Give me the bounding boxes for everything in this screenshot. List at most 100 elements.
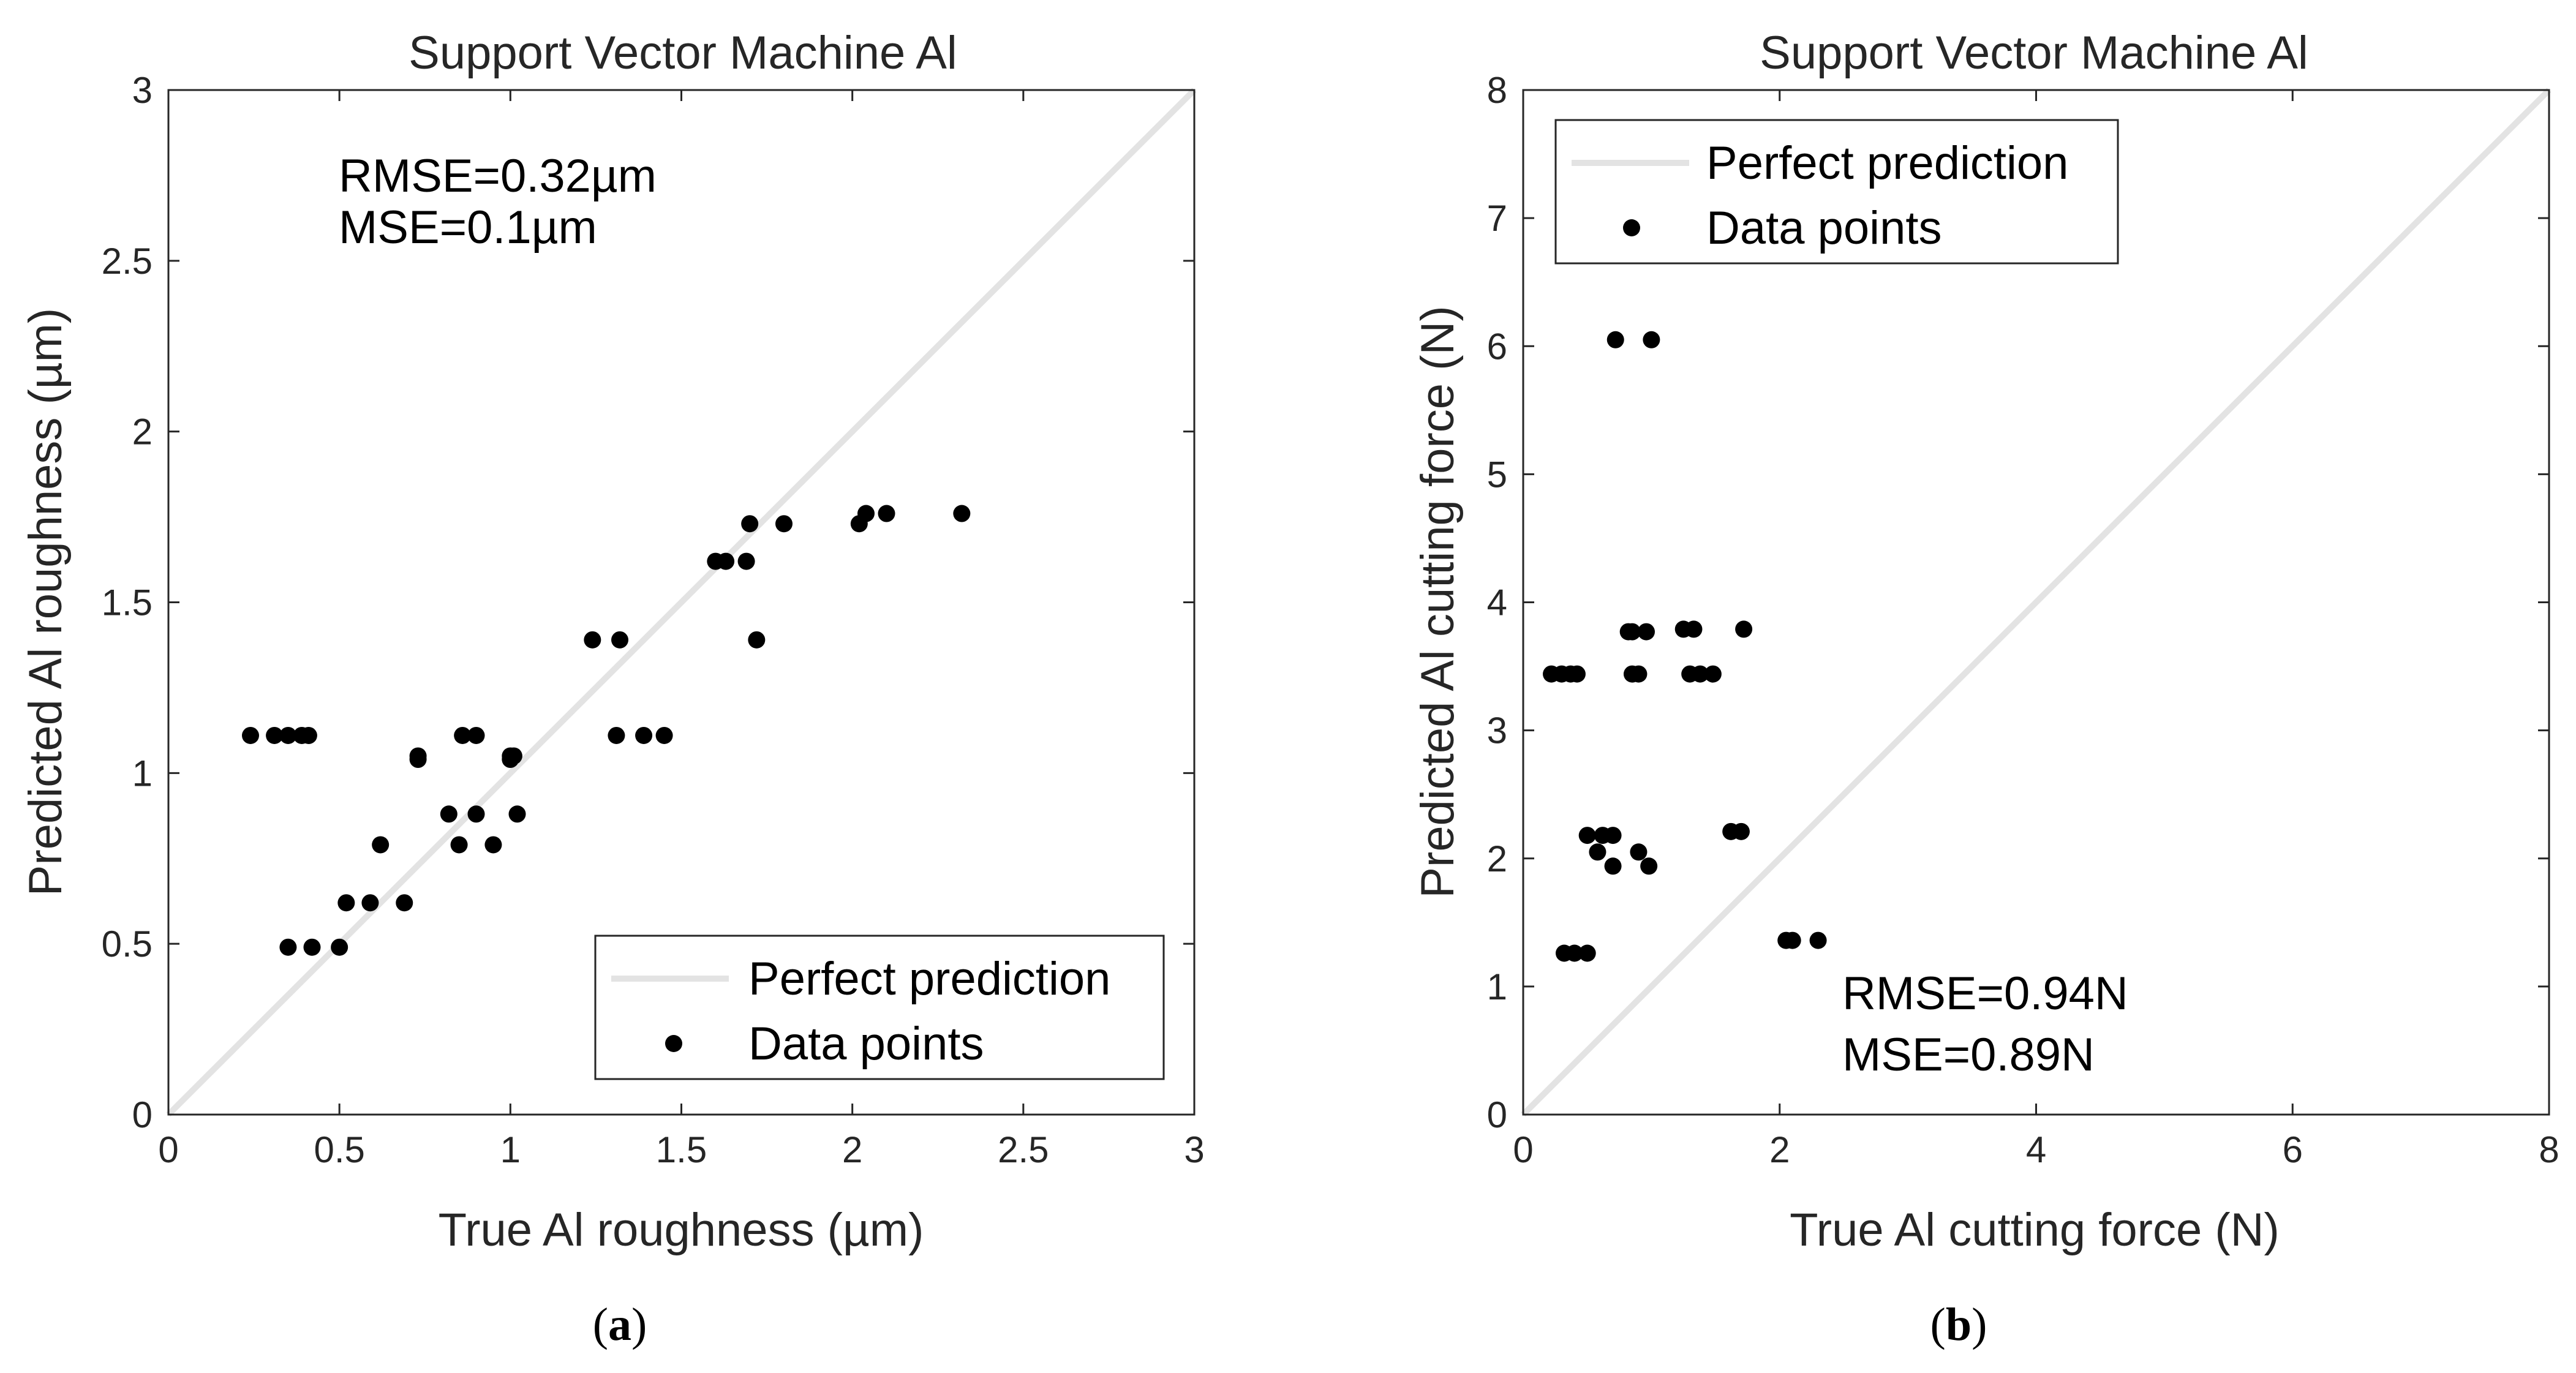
panel-a-data-point <box>440 805 458 823</box>
panel-b-legend: Perfect prediction Data points <box>1554 119 2119 265</box>
panel-a-x-tick-label: 2.5 <box>998 1129 1049 1170</box>
panel-a-data-point <box>467 726 485 744</box>
panel-b-legend-marker-swatch <box>1623 219 1640 236</box>
panel-a-y-tick-label: 0 <box>132 1094 153 1135</box>
panel-b-data-point <box>1578 944 1596 962</box>
panel-a-legend: Perfect prediction Data points <box>594 935 1165 1080</box>
panel-b-data-point <box>1809 931 1827 949</box>
panel-b-x-tick-label: 8 <box>2539 1129 2559 1170</box>
panel-a-x-tick-label: 1 <box>500 1129 521 1170</box>
panel-b-data-point <box>1630 665 1648 683</box>
panel-b-plot-area <box>1521 88 2552 1117</box>
panel-a-data-point <box>748 631 766 649</box>
panel-a-caption-letter: a <box>608 1299 631 1350</box>
panel-a-legend-points-label: Data points <box>748 1018 984 1070</box>
panel-b-y-tick-label: 7 <box>1487 198 1507 239</box>
panel-b-x-tick-label: 2 <box>1769 1129 1790 1170</box>
panel-b-data-point <box>1685 620 1703 638</box>
panel-b-rmse-annotation: RMSE=0.94N <box>1842 968 2128 1020</box>
panel-b-x-tick-label: 6 <box>2283 1129 2303 1170</box>
panel-b-y-tick-label: 4 <box>1487 582 1507 623</box>
panel-a-data-point <box>337 894 355 912</box>
panel-a-data-point <box>396 894 413 912</box>
panel-b-data-point <box>1606 331 1624 348</box>
panel-a-data-point <box>741 515 759 533</box>
panel-a-data-point <box>508 805 526 823</box>
panel-a-rmse-annotation: RMSE=0.32µm <box>339 150 657 202</box>
panel-b-data-point <box>1640 857 1658 875</box>
panel-b-data-point <box>1604 827 1622 844</box>
panel-b-data-point <box>1589 843 1606 861</box>
panel-a-data-point <box>409 747 427 765</box>
panel-b-y-tick-label: 3 <box>1487 710 1507 751</box>
panel-a-plot-area <box>166 88 1197 1117</box>
panel-a-legend-perfect-label: Perfect prediction <box>748 953 1110 1005</box>
panel-a-data-point <box>331 938 348 956</box>
panel-a-data-point <box>450 836 468 854</box>
panel-b-legend-box <box>1554 119 2119 265</box>
panel-a-y-axis-label: Predicted Al roughness (µm) <box>20 308 72 896</box>
panel-a-y-tick-label: 2 <box>132 412 153 453</box>
panel-b-data-point <box>1643 331 1660 348</box>
panel-b-mse-annotation: MSE=0.89N <box>1842 1029 2095 1081</box>
panel-a-caption: (a) <box>593 1299 647 1350</box>
panel-a-mse-annotation: MSE=0.1µm <box>339 201 597 254</box>
panel-a-axes-frame <box>167 89 1196 1116</box>
panel-b-data-points <box>1543 331 1827 962</box>
panel-b-data-point <box>1735 620 1753 638</box>
panel-a-data-point <box>303 938 321 956</box>
panel-a-data-point <box>454 726 472 744</box>
panel-b-data-point <box>1691 665 1709 683</box>
panel-a-data-point <box>611 631 628 649</box>
panel-b-data-point <box>1638 623 1655 641</box>
panel-a-data-point <box>505 747 522 765</box>
panel-a-data-points <box>242 505 971 956</box>
panel-b-axes-frame <box>1522 89 2550 1116</box>
panel-a-ticks: 0 0.5 1 1.5 2 2.5 3 0 0.5 1 1.5 2 2.5 3 <box>102 70 1205 1170</box>
panel-b-data-point <box>1630 843 1648 861</box>
panel-b-perfect-prediction-line <box>1521 88 2552 1117</box>
panel-b-y-tick-label: 2 <box>1487 838 1507 879</box>
panel-a-data-point <box>266 726 284 744</box>
panel-b-cutting-force: Support Vector Machine Al 0 2 4 6 8 0 1 2 3 4 5 6 7 8… <box>1412 27 2559 1350</box>
panel-a-y-tick-label: 2.5 <box>102 241 153 282</box>
panel-b-data-point <box>1568 665 1586 683</box>
panel-a-x-tick-label: 0.5 <box>314 1129 364 1170</box>
panel-a-data-point <box>655 726 673 744</box>
panel-b-x-tick-label: 4 <box>2026 1129 2046 1170</box>
panel-a-data-point <box>484 836 502 854</box>
panel-b-data-point <box>1604 857 1622 875</box>
panel-b-y-tick-label: 1 <box>1487 966 1507 1007</box>
panel-a-data-point <box>242 726 259 744</box>
panel-b-data-point <box>1578 827 1596 844</box>
panel-a-data-point <box>878 505 895 522</box>
panel-a-data-point <box>361 894 379 912</box>
panel-b-y-tick-label: 6 <box>1487 326 1507 367</box>
panel-a-data-point <box>953 505 971 522</box>
panel-a-x-tick-label: 0 <box>158 1129 178 1170</box>
panel-b-x-tick-label: 0 <box>1513 1129 1533 1170</box>
panel-a-data-point <box>584 631 601 649</box>
panel-a-data-point <box>299 726 317 744</box>
panel-a-y-tick-label: 0.5 <box>102 923 153 965</box>
panel-a-x-tick-label: 3 <box>1184 1129 1204 1170</box>
panel-a-data-point <box>608 726 625 744</box>
panel-b-caption-letter: b <box>1946 1299 1972 1350</box>
panel-a-data-point <box>857 505 875 522</box>
panel-a-data-point <box>717 552 735 570</box>
panel-a-x-tick-label: 1.5 <box>656 1129 707 1170</box>
panel-b-data-point <box>1783 931 1801 949</box>
panel-a-x-axis-label: True Al roughness (µm) <box>439 1204 924 1256</box>
panel-b-y-tick-label: 0 <box>1487 1094 1507 1135</box>
panel-a-x-tick-label: 2 <box>842 1129 862 1170</box>
panel-a-legend-marker-swatch <box>665 1035 682 1052</box>
panel-a-data-point <box>279 726 297 744</box>
panel-b-legend-perfect-label: Perfect prediction <box>1706 137 2068 189</box>
panel-a-y-tick-label: 1 <box>132 753 153 794</box>
panel-a-data-point <box>467 805 485 823</box>
panel-a-y-tick-label: 3 <box>132 70 153 111</box>
panel-b-data-point <box>1623 623 1641 641</box>
panel-b-caption: (b) <box>1930 1299 1987 1350</box>
